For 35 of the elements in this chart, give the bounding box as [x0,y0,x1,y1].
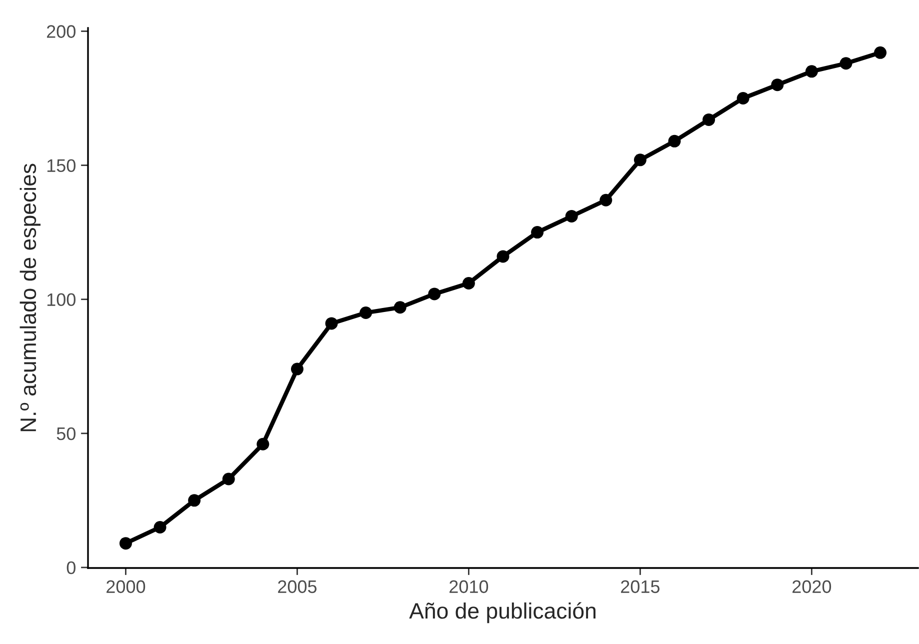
y-tick-label: 200 [46,25,76,38]
point [222,472,235,486]
point [805,65,818,78]
point [119,537,132,550]
point [668,134,681,148]
x-tick-label: 2005 [278,580,317,594]
point [428,288,441,300]
y-axis-title: N.º acumulado de especies [20,164,41,432]
x-tick-label: 2000 [106,580,146,594]
point [290,362,304,376]
point [462,277,475,290]
point [600,194,612,206]
point [771,78,784,92]
point [634,154,646,166]
point [394,301,406,314]
point [154,520,166,534]
point [565,210,578,222]
point [325,317,338,330]
y-tick-label: 0 [66,561,76,574]
point [496,250,510,263]
point [840,57,852,70]
point [702,113,716,126]
point [188,494,201,507]
x-tick-label: 2010 [450,580,488,594]
x-tick-label: 2015 [621,580,660,594]
x-axis-title: Año de publicación [409,602,596,624]
point [531,226,544,239]
x-tick-label: 2020 [792,580,832,594]
point [736,92,750,104]
point [360,306,372,319]
y-tick-label: 100 [47,293,76,306]
y-tick-label: 150 [47,159,76,172]
point [256,438,270,450]
point [874,46,887,59]
y-tick-label: 50 [56,427,76,440]
